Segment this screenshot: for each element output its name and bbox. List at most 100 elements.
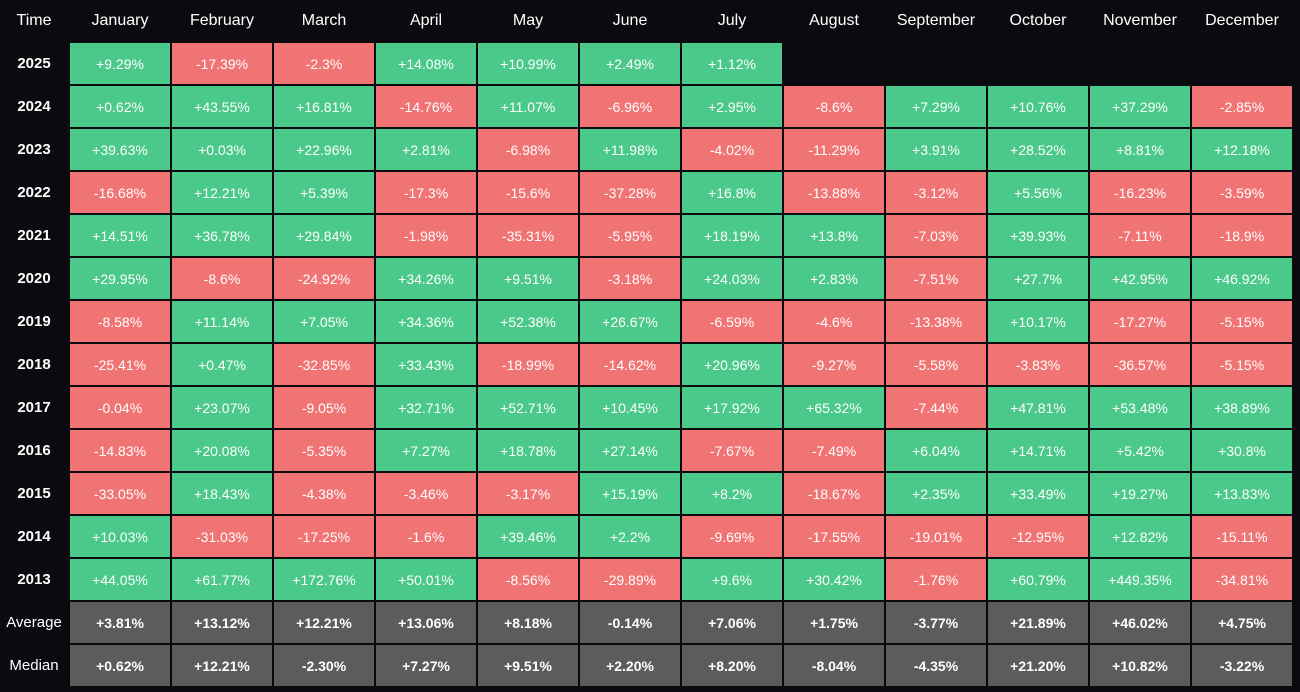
return-cell: +46.92% bbox=[1192, 258, 1292, 299]
row-label-2015: 2015 bbox=[17, 485, 51, 502]
row-label-2017: 2017 bbox=[17, 399, 51, 416]
header-month-february: February bbox=[189, 12, 255, 29]
return-cell: +2.2% bbox=[580, 516, 680, 557]
return-cell: -34.81% bbox=[1192, 559, 1292, 600]
return-cell: -18.99% bbox=[478, 344, 578, 385]
return-cell: +1.75% bbox=[784, 602, 884, 643]
return-cell: +39.93% bbox=[988, 215, 1088, 256]
return-cell: -6.96% bbox=[580, 86, 680, 127]
header-month-july: July bbox=[717, 12, 747, 29]
return-cell: -16.68% bbox=[70, 172, 170, 213]
return-cell: +39.63% bbox=[70, 129, 170, 170]
return-cell: +22.96% bbox=[274, 129, 374, 170]
return-cell: +5.39% bbox=[274, 172, 374, 213]
return-cell: -13.88% bbox=[784, 172, 884, 213]
return-cell: +20.08% bbox=[172, 430, 272, 471]
return-cell: +3.81% bbox=[70, 602, 170, 643]
return-cell: -7.03% bbox=[886, 215, 986, 256]
return-cell: +60.79% bbox=[988, 559, 1088, 600]
return-cell: -0.04% bbox=[70, 387, 170, 428]
row-label-2023: 2023 bbox=[17, 141, 51, 158]
return-cell: +1.12% bbox=[682, 43, 782, 84]
return-cell: +43.55% bbox=[172, 86, 272, 127]
return-cell: +0.47% bbox=[172, 344, 272, 385]
return-cell: +10.82% bbox=[1090, 645, 1190, 686]
return-cell: +30.42% bbox=[784, 559, 884, 600]
return-cell: +2.83% bbox=[784, 258, 884, 299]
return-cell: +11.07% bbox=[478, 86, 578, 127]
return-cell: -5.58% bbox=[886, 344, 986, 385]
return-cell: -35.31% bbox=[478, 215, 578, 256]
return-cell: -9.69% bbox=[682, 516, 782, 557]
row-label-2019: 2019 bbox=[17, 313, 51, 330]
return-cell: -3.77% bbox=[886, 602, 986, 643]
return-cell: -18.9% bbox=[1192, 215, 1292, 256]
return-cell: +11.14% bbox=[172, 301, 272, 342]
return-cell: -14.83% bbox=[70, 430, 170, 471]
return-cell: -19.01% bbox=[886, 516, 986, 557]
return-cell: -1.98% bbox=[376, 215, 476, 256]
return-cell: -17.55% bbox=[784, 516, 884, 557]
row-label-median: Median bbox=[9, 657, 59, 674]
return-cell: +2.81% bbox=[376, 129, 476, 170]
return-cell: +7.27% bbox=[376, 430, 476, 471]
return-cell: -18.67% bbox=[784, 473, 884, 514]
header-month-june: June bbox=[612, 12, 648, 29]
return-cell: -8.58% bbox=[70, 301, 170, 342]
return-cell: +7.06% bbox=[682, 602, 782, 643]
return-cell: +12.21% bbox=[274, 602, 374, 643]
return-cell: -4.6% bbox=[784, 301, 884, 342]
return-cell: -17.39% bbox=[172, 43, 272, 84]
return-cell: -14.76% bbox=[376, 86, 476, 127]
return-cell: +13.8% bbox=[784, 215, 884, 256]
return-cell: +449.35% bbox=[1090, 559, 1190, 600]
return-cell: -36.57% bbox=[1090, 344, 1190, 385]
return-cell: +10.45% bbox=[580, 387, 680, 428]
return-cell: -5.15% bbox=[1192, 301, 1292, 342]
return-cell: +10.76% bbox=[988, 86, 1088, 127]
return-cell: +42.95% bbox=[1090, 258, 1190, 299]
return-cell: +0.62% bbox=[70, 645, 170, 686]
header-month-october: October bbox=[1009, 12, 1067, 29]
return-cell: -17.27% bbox=[1090, 301, 1190, 342]
return-cell: -2.3% bbox=[274, 43, 374, 84]
return-cell: +8.2% bbox=[682, 473, 782, 514]
header-month-august: August bbox=[809, 12, 859, 29]
return-cell: -7.51% bbox=[886, 258, 986, 299]
row-label-2018: 2018 bbox=[17, 356, 51, 373]
return-cell: -5.15% bbox=[1192, 344, 1292, 385]
return-cell: +2.35% bbox=[886, 473, 986, 514]
return-cell: +21.20% bbox=[988, 645, 1088, 686]
return-cell: -7.11% bbox=[1090, 215, 1190, 256]
return-cell: +52.38% bbox=[478, 301, 578, 342]
return-cell: -8.6% bbox=[784, 86, 884, 127]
return-cell: -4.38% bbox=[274, 473, 374, 514]
return-cell: -13.38% bbox=[886, 301, 986, 342]
return-cell: +172.76% bbox=[274, 559, 374, 600]
return-cell: +18.43% bbox=[172, 473, 272, 514]
return-cell: +13.12% bbox=[172, 602, 272, 643]
return-cell: +13.06% bbox=[376, 602, 476, 643]
return-cell: +52.71% bbox=[478, 387, 578, 428]
return-cell: +36.78% bbox=[172, 215, 272, 256]
return-cell: +2.95% bbox=[682, 86, 782, 127]
return-cell: -3.22% bbox=[1192, 645, 1292, 686]
return-cell: -0.14% bbox=[580, 602, 680, 643]
return-cell: +10.03% bbox=[70, 516, 170, 557]
return-cell: +29.95% bbox=[70, 258, 170, 299]
return-cell: +17.92% bbox=[682, 387, 782, 428]
return-cell: +8.18% bbox=[478, 602, 578, 643]
return-cell: -6.59% bbox=[682, 301, 782, 342]
return-cell: +50.01% bbox=[376, 559, 476, 600]
header-month-may: May bbox=[512, 12, 544, 29]
return-cell: +4.75% bbox=[1192, 602, 1292, 643]
header-month-april: April bbox=[409, 12, 442, 29]
return-cell: -3.46% bbox=[376, 473, 476, 514]
return-cell: -3.18% bbox=[580, 258, 680, 299]
return-cell: +20.96% bbox=[682, 344, 782, 385]
row-label-2014: 2014 bbox=[17, 528, 51, 545]
return-cell: +5.42% bbox=[1090, 430, 1190, 471]
return-cell: +8.20% bbox=[682, 645, 782, 686]
return-cell: +34.26% bbox=[376, 258, 476, 299]
return-cell: +39.46% bbox=[478, 516, 578, 557]
